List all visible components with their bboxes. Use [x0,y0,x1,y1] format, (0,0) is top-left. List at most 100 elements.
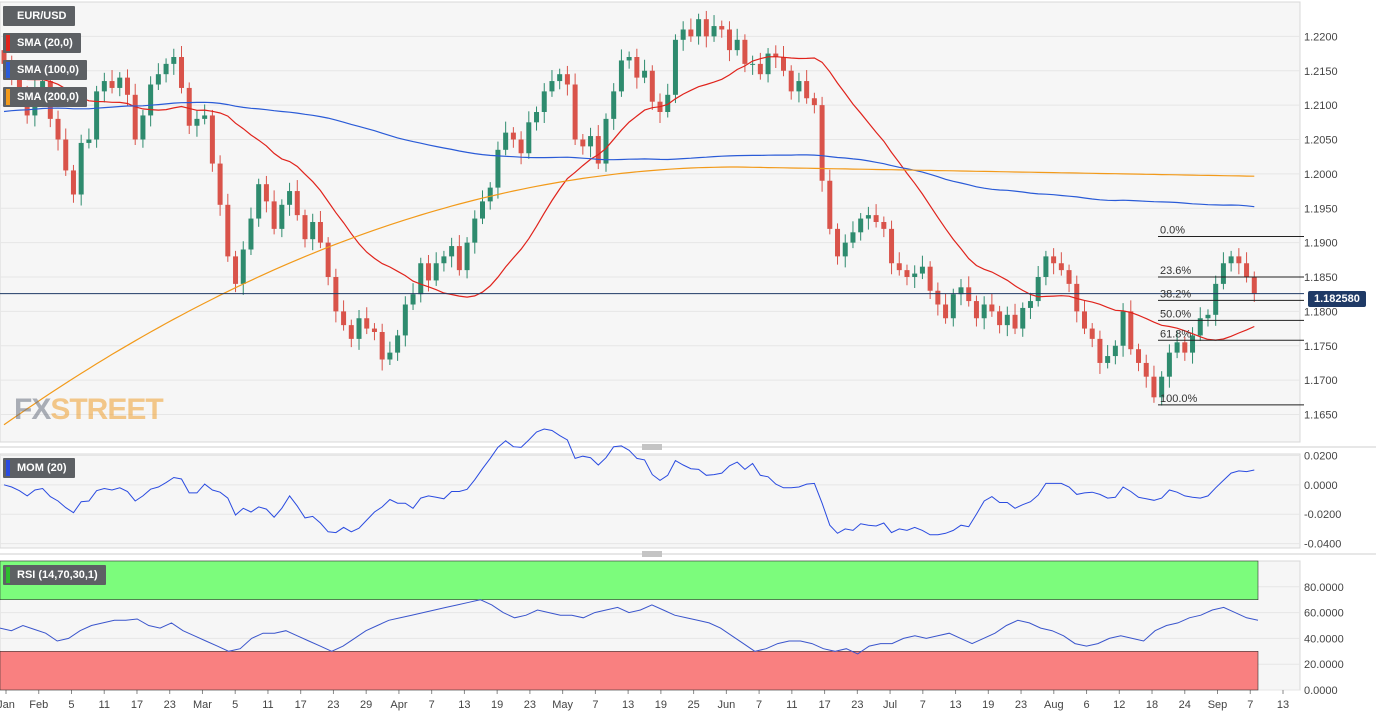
candlestick-series [1,10,1257,406]
x-tick-label: 5 [68,699,74,711]
candle-body [765,53,771,75]
candle-body [1120,311,1126,346]
fib-level-label: 50.0% [1160,308,1191,320]
candle-body [603,118,609,164]
x-tick-label: 24 [1179,699,1191,711]
x-tick-label: Apr [390,699,407,711]
candle-body [1236,256,1242,264]
x-tick-label: 5 [232,699,238,711]
x-tick-label: 23 [164,699,176,711]
price-y-tick-label: 1.2100 [1304,100,1338,112]
candle-body [526,122,532,154]
rsi-y-tick-label: 0.0000 [1304,685,1338,697]
candle-body [973,301,979,319]
candle-body [534,112,540,123]
candle-body [1012,314,1018,329]
candle-body [148,84,154,116]
candle-body [387,352,393,360]
rsi-badge[interactable]: RSI (14,70,30,1) [3,565,106,585]
candle-body [719,26,725,30]
candle-body [1112,345,1118,357]
mom-panel [0,453,1301,549]
candle-body [1228,256,1234,264]
price-y-tick-label: 1.1800 [1304,306,1338,318]
sma200-badge[interactable]: SMA (200,0) [3,87,87,107]
candle-body [819,105,825,181]
x-tick-label: Jan [0,699,15,711]
mom-swatch [6,460,10,476]
candle-body [78,142,84,195]
candle-body [835,228,841,257]
candle-body [109,81,115,88]
candle-body [750,63,756,65]
candle-body [117,77,123,88]
candle-body [325,242,331,277]
candle-body [1066,270,1072,284]
sma100-label: SMA (100,0) [17,64,79,76]
candle-body [564,74,570,85]
x-tick-label: 11 [262,699,273,711]
rsi-swatch [6,567,10,583]
mom-y-tick-label: -0.0400 [1304,539,1341,551]
price-y-tick-label: 1.1900 [1304,238,1338,250]
x-tick-label: Jun [717,699,735,711]
candle-body [70,170,76,195]
candle-body [742,39,748,64]
x-tick-label: 7 [920,699,926,711]
candle-body [1205,314,1211,319]
price-y-tick-label: 1.2200 [1304,31,1338,43]
x-tick-label: 13 [622,699,634,711]
candle-body [557,74,563,82]
candle-body [279,204,285,229]
candle-body [510,132,516,140]
mom-line [3,428,1255,536]
candle-body [649,70,655,102]
candle-body [186,87,192,126]
candle-body [672,39,678,95]
candle-body [202,115,208,119]
candle-body [1035,277,1041,302]
mom-badge[interactable]: MOM (20) [3,458,75,478]
price-y-tick-label: 1.1950 [1304,203,1338,215]
mom-label: MOM (20) [17,462,67,474]
candle-body [155,74,161,85]
candle-body [1074,283,1080,312]
symbol-label: EUR/USD [17,10,67,22]
candle-body [163,63,169,75]
candle-body [1159,376,1165,398]
candle-body [734,39,740,51]
candle-body [495,149,501,188]
candle-body [842,242,848,257]
candle-body [804,81,810,99]
candle-body [263,184,269,202]
x-tick-label: 19 [491,699,503,711]
x-tick-label: May [552,699,573,711]
candle-body [464,242,470,271]
sma100-line [3,101,1255,208]
candle-body [780,57,786,71]
rsi-y-tick-label: 60.0000 [1304,608,1344,620]
candle-body [487,187,493,202]
candle-body [1213,283,1219,315]
candle-body [711,26,717,37]
sma100-badge[interactable]: SMA (100,0) [3,60,87,80]
candle-body [433,263,439,281]
symbol-badge[interactable]: EUR/USD [3,6,75,26]
candle-body [865,215,871,219]
mom-y-tick-label: 0.0200 [1304,450,1338,462]
x-tick-label: 17 [131,699,143,711]
candle-body [449,246,455,257]
fib-level-label: 0.0% [1160,224,1185,236]
candle-body [773,53,779,57]
candle-body [680,29,686,40]
candle-body [1043,256,1049,277]
x-tick-label: 6 [1083,699,1089,711]
sma20-badge[interactable]: SMA (20,0) [3,33,81,53]
mom-y-tick-label: -0.0200 [1304,509,1341,521]
candle-body [881,222,887,229]
candle-body [248,218,254,250]
candle-body [132,94,138,140]
candle-body [757,63,763,75]
sma200-label: SMA (200,0) [17,91,79,103]
